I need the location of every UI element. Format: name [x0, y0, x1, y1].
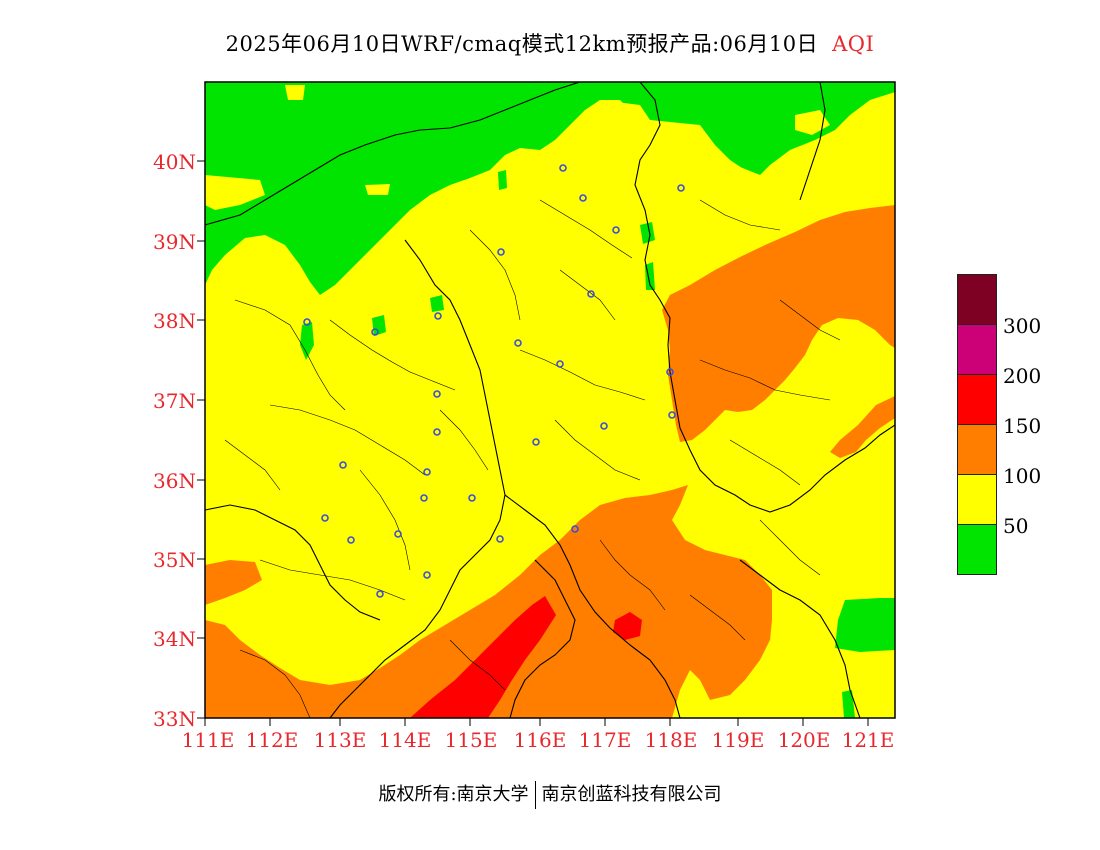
- station-marker: [303, 318, 311, 326]
- station-marker: [433, 428, 441, 436]
- company-text: 南京创蓝科技有限公司: [541, 784, 722, 805]
- aqi-green-spot: [372, 315, 386, 336]
- station-marker: [423, 468, 431, 476]
- aqi-red-spot: [613, 612, 642, 640]
- station-marker: [497, 248, 505, 256]
- aqi-yellow-patch: [365, 184, 390, 195]
- aqi-yellow-patch: [205, 175, 265, 210]
- monitoring-stations: [303, 164, 685, 598]
- aqi-green-spot: [645, 262, 655, 290]
- lon-label: 121E: [841, 728, 895, 752]
- station-marker: [666, 368, 674, 376]
- station-marker: [600, 422, 608, 430]
- station-marker: [668, 411, 676, 419]
- aqi-yellow-patch: [285, 85, 305, 100]
- aqi-orange-spot: [830, 396, 895, 458]
- lon-label: 115E: [444, 728, 498, 752]
- station-marker: [587, 290, 595, 298]
- lat-label: 35N: [153, 548, 196, 572]
- legend-swatch-red: [957, 374, 997, 425]
- lat-label: 34N: [153, 627, 196, 651]
- station-marker: [556, 360, 564, 368]
- station-marker: [514, 339, 522, 347]
- lon-label: 118E: [644, 728, 698, 752]
- lat-label: 36N: [153, 469, 196, 493]
- lat-label: 40N: [153, 150, 196, 174]
- station-marker: [496, 535, 504, 543]
- station-marker: [579, 194, 587, 202]
- lat-label: 37N: [153, 389, 196, 413]
- aqi-orange-east: [662, 205, 895, 442]
- station-marker: [434, 312, 442, 320]
- legend-swatch-purple: [957, 324, 997, 375]
- legend-label: 50: [1003, 514, 1029, 538]
- copyright-text: 版权所有:南京大学: [378, 784, 529, 805]
- station-marker: [559, 164, 567, 172]
- lon-label: 114E: [378, 728, 432, 752]
- lat-label: 38N: [153, 309, 196, 333]
- title-text: 2025年06月10日WRF/cmaq模式12km预报产品:06月10日: [225, 32, 819, 56]
- lon-label: 111E: [181, 728, 235, 752]
- station-marker: [371, 328, 379, 336]
- station-marker: [420, 494, 428, 502]
- aqi-yellow-patch: [795, 110, 830, 135]
- county-boundaries: [224, 199, 841, 718]
- legend-label: 200: [1003, 364, 1042, 388]
- station-marker: [347, 536, 355, 544]
- aqi-green-spot: [640, 222, 655, 244]
- lon-label: 113E: [313, 728, 367, 752]
- footer: 版权所有:南京大学 南京创蓝科技有限公司: [0, 780, 1100, 809]
- aqi-green-spot: [835, 598, 895, 652]
- station-marker: [394, 530, 402, 538]
- map-fill-layer: [205, 82, 895, 718]
- axis-ticks: [197, 160, 869, 726]
- title-field-label: AQI: [832, 32, 875, 56]
- lon-label: 119E: [711, 728, 765, 752]
- legend-swatch-yellow: [957, 474, 997, 525]
- aqi-yellow-patch: [595, 100, 760, 180]
- lon-label: 112E: [245, 728, 299, 752]
- legend-swatch-maroon: [957, 274, 997, 325]
- footer-separator: [534, 781, 536, 809]
- station-marker: [321, 514, 329, 522]
- province-boundaries: [205, 82, 895, 718]
- station-marker: [468, 494, 476, 502]
- legend-swatch-orange: [957, 424, 997, 475]
- legend-swatch-green: [957, 524, 997, 575]
- lon-label: 117E: [578, 728, 632, 752]
- chart-title: 2025年06月10日WRF/cmaq模式12km预报产品:06月10日 AQI: [0, 28, 1100, 58]
- station-marker: [376, 590, 384, 598]
- aqi-green-spot: [430, 295, 444, 312]
- station-marker: [433, 390, 441, 398]
- lon-label: 116E: [513, 728, 567, 752]
- legend-label: 150: [1003, 414, 1042, 438]
- station-marker: [532, 438, 540, 446]
- aqi-orange-west: [205, 560, 262, 605]
- station-marker: [339, 461, 347, 469]
- station-marker: [612, 226, 620, 234]
- aqi-green-spot: [300, 322, 314, 360]
- aqi-green-north: [205, 82, 895, 295]
- aqi-orange-south: [205, 485, 772, 718]
- lat-label: 39N: [153, 230, 196, 254]
- aqi-red-streak: [410, 596, 556, 718]
- station-marker: [571, 525, 579, 533]
- legend-label: 100: [1003, 464, 1042, 488]
- lat-label: 33N: [153, 707, 196, 731]
- legend-label: 300: [1003, 314, 1042, 338]
- aqi-green-spot: [842, 690, 855, 718]
- aqi-green-spot: [498, 170, 507, 190]
- station-marker: [423, 571, 431, 579]
- lon-label: 120E: [777, 728, 831, 752]
- station-marker: [677, 184, 685, 192]
